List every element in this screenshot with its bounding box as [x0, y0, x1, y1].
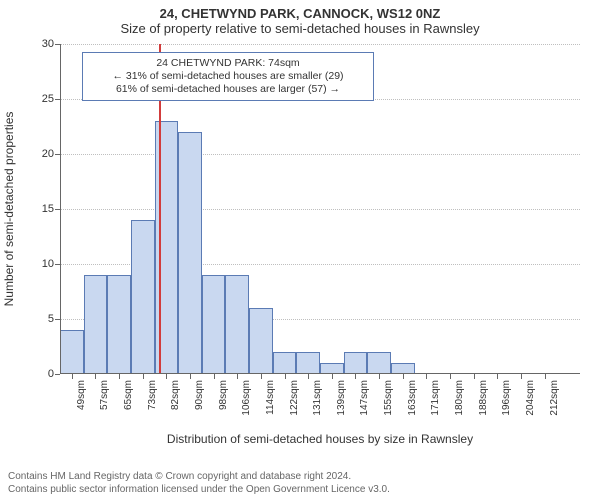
- x-tick-mark: [214, 374, 215, 379]
- histogram-bar: [60, 330, 84, 374]
- annotation-line3: 61% of semi-detached houses are larger (…: [87, 83, 369, 96]
- x-tick-mark: [379, 374, 380, 379]
- y-tick-label: 10: [42, 258, 60, 270]
- plot-area: 24 CHETWYND PARK: 74sqm ← 31% of semi-de…: [60, 44, 580, 374]
- x-tick-label: 73sqm: [147, 380, 158, 410]
- histogram-bar: [367, 352, 391, 374]
- x-tick-mark: [450, 374, 451, 379]
- x-tick-mark: [95, 374, 96, 379]
- y-axis-line: [60, 44, 61, 374]
- histogram-bar: [344, 352, 368, 374]
- x-axis-line: [60, 373, 580, 374]
- y-tick-label: 20: [42, 148, 60, 160]
- x-tick-label: 139sqm: [336, 380, 347, 416]
- annotation-line2: ← 31% of semi-detached houses are smalle…: [87, 70, 369, 83]
- x-tick-mark: [545, 374, 546, 379]
- x-tick-label: 82sqm: [170, 380, 181, 410]
- chart-container: 24, CHETWYND PARK, CANNOCK, WS12 0NZ Siz…: [0, 0, 600, 500]
- x-tick-mark: [72, 374, 73, 379]
- x-tick-label: 65sqm: [123, 380, 134, 410]
- y-tick-label: 30: [42, 38, 60, 50]
- histogram-bar: [225, 275, 249, 374]
- y-tick-label: 25: [42, 93, 60, 105]
- x-tick-label: 57sqm: [99, 380, 110, 410]
- gridline: [60, 154, 580, 155]
- histogram-bar: [131, 220, 155, 374]
- histogram-bar: [178, 132, 202, 374]
- annotation-line1: 24 CHETWYND PARK: 74sqm: [87, 57, 369, 70]
- x-tick-mark: [261, 374, 262, 379]
- x-tick-label: 188sqm: [478, 380, 489, 416]
- x-tick-label: 171sqm: [430, 380, 441, 416]
- x-tick-label: 204sqm: [525, 380, 536, 416]
- x-tick-label: 155sqm: [383, 380, 394, 416]
- gridline: [60, 209, 580, 210]
- y-tick-label: 5: [48, 313, 60, 325]
- y-tick-label: 0: [48, 368, 60, 380]
- x-tick-label: 212sqm: [549, 380, 560, 416]
- chart-title-line1: 24, CHETWYND PARK, CANNOCK, WS12 0NZ: [0, 0, 600, 21]
- x-tick-mark: [355, 374, 356, 379]
- x-tick-mark: [474, 374, 475, 379]
- x-tick-mark: [308, 374, 309, 379]
- x-tick-mark: [403, 374, 404, 379]
- x-tick-mark: [119, 374, 120, 379]
- x-tick-mark: [190, 374, 191, 379]
- histogram-bar: [202, 275, 226, 374]
- chart-title-line2: Size of property relative to semi-detach…: [0, 21, 600, 36]
- x-tick-label: 196sqm: [501, 380, 512, 416]
- x-tick-label: 163sqm: [407, 380, 418, 416]
- x-tick-label: 98sqm: [218, 380, 229, 410]
- annotation-box: 24 CHETWYND PARK: 74sqm ← 31% of semi-de…: [82, 52, 374, 101]
- x-tick-label: 106sqm: [241, 380, 252, 416]
- x-tick-label: 49sqm: [76, 380, 87, 410]
- footer-line2: Contains public sector information licen…: [8, 484, 390, 497]
- histogram-bar: [296, 352, 320, 374]
- x-tick-mark: [426, 374, 427, 379]
- histogram-bar: [273, 352, 297, 374]
- x-tick-mark: [521, 374, 522, 379]
- footer-line1: Contains HM Land Registry data © Crown c…: [8, 471, 390, 484]
- x-tick-mark: [237, 374, 238, 379]
- histogram-bar: [84, 275, 108, 374]
- x-tick-label: 90sqm: [194, 380, 205, 410]
- x-axis-label: Distribution of semi-detached houses by …: [167, 432, 473, 446]
- y-axis-label: Number of semi-detached properties: [2, 112, 16, 307]
- x-tick-mark: [285, 374, 286, 379]
- x-tick-label: 122sqm: [289, 380, 300, 416]
- x-tick-mark: [166, 374, 167, 379]
- x-tick-mark: [332, 374, 333, 379]
- x-tick-label: 180sqm: [454, 380, 465, 416]
- gridline: [60, 44, 580, 45]
- x-tick-label: 131sqm: [312, 380, 323, 416]
- x-tick-label: 114sqm: [265, 380, 276, 415]
- x-tick-mark: [143, 374, 144, 379]
- x-tick-mark: [497, 374, 498, 379]
- footer: Contains HM Land Registry data © Crown c…: [8, 471, 390, 496]
- histogram-bar: [107, 275, 131, 374]
- x-tick-label: 147sqm: [359, 380, 370, 416]
- histogram-bar: [249, 308, 273, 374]
- y-tick-label: 15: [42, 203, 60, 215]
